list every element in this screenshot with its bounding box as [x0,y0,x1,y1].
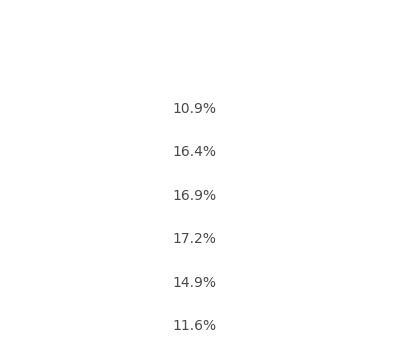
Text: 15–24: 15–24 [8,102,54,116]
Text: 16.4%: 16.4% [172,145,216,159]
Text: 17.2%: 17.2% [172,232,216,246]
Text: 65 and over: 65 and over [8,319,101,333]
Text: 5–14: 5–14 [8,58,44,72]
Text: 14.9%: 14.9% [172,276,216,290]
Text: 16.9%: 16.9% [172,189,216,203]
Text: 45–54: 45–54 [8,232,54,246]
Text: 35–44: 35–44 [8,189,54,203]
Text: 55–64: 55–64 [8,276,54,290]
Text: 10.9%: 10.9% [172,102,216,116]
Text: 25–34: 25–34 [8,145,54,159]
Text: 11.6%: 11.6% [172,319,216,333]
Text: 0–4: 0–4 [8,15,34,29]
